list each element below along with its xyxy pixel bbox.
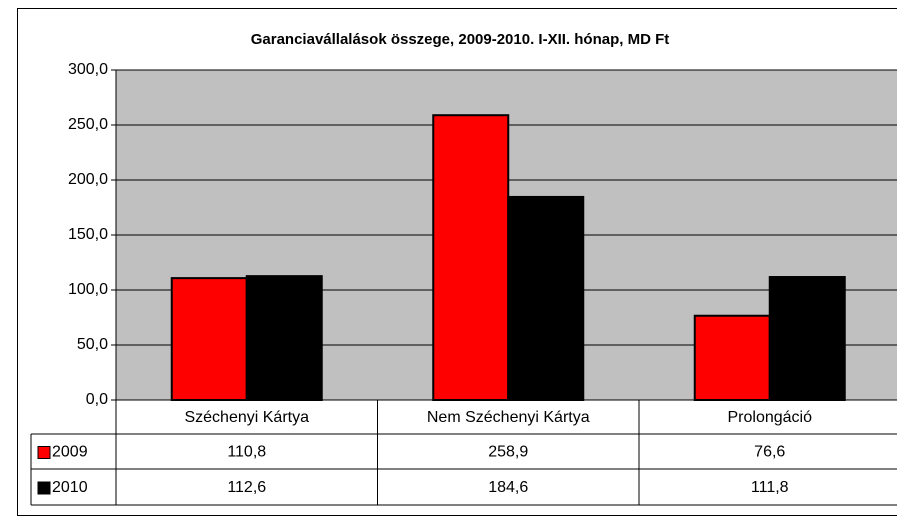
legend-key <box>37 446 51 459</box>
y-tick-label: 100,0 <box>68 281 108 298</box>
y-tick-label: 300,0 <box>68 61 108 78</box>
table-value: 258,9 <box>488 444 528 461</box>
legend-label: 2009 <box>52 444 88 461</box>
legend-key <box>37 481 51 495</box>
y-tick-label: 0,0 <box>86 391 108 408</box>
table-value: 76,6 <box>754 444 785 461</box>
x-tick-label: Nem Széchenyi Kártya <box>427 409 590 426</box>
table-value: 110,8 <box>227 444 266 461</box>
chart-title: Garanciavállalások összege, 2009-2010. I… <box>251 31 670 48</box>
x-tick-label: Széchenyi Kártya <box>184 409 309 426</box>
legend-label: 2010 <box>52 479 88 496</box>
table-value: 112,6 <box>227 479 266 496</box>
bar <box>170 277 248 401</box>
bar <box>432 114 510 402</box>
bar <box>693 314 771 401</box>
table-value: 111,8 <box>751 479 789 496</box>
y-tick-label: 250,0 <box>68 116 108 133</box>
bar <box>507 195 585 401</box>
bar <box>768 276 846 401</box>
bar <box>245 275 323 402</box>
table-value: 184,6 <box>488 479 528 496</box>
y-tick-label: 150,0 <box>68 226 108 243</box>
x-tick-label: Prolongáció <box>728 409 813 426</box>
y-tick-label: 200,0 <box>68 171 108 188</box>
y-tick-label: 50,0 <box>77 336 108 353</box>
